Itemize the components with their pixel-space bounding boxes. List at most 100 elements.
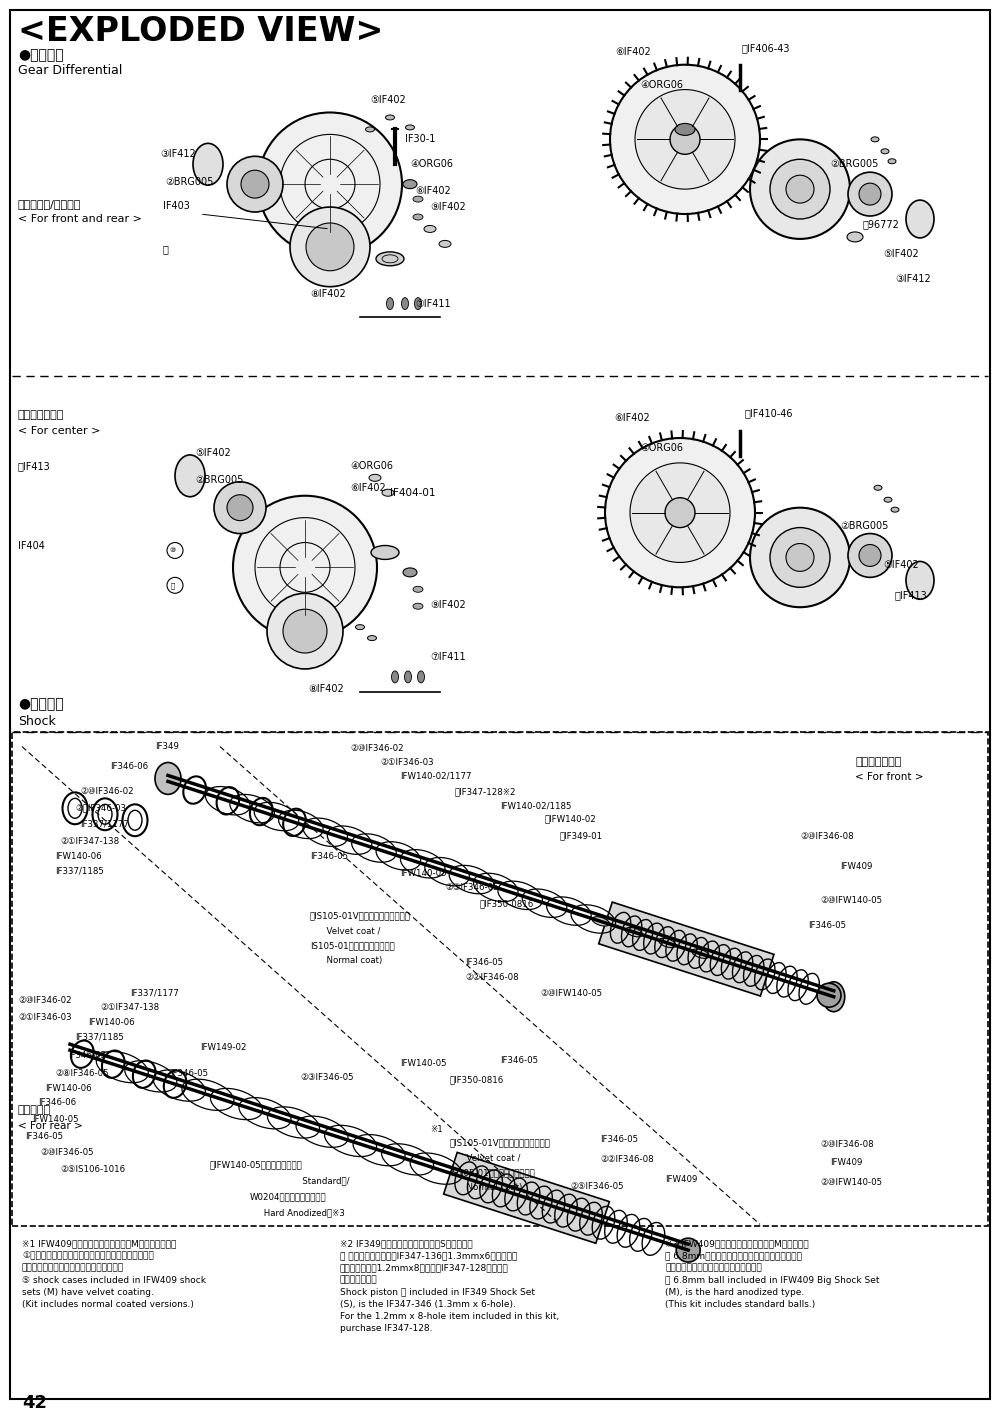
Ellipse shape [175, 454, 205, 497]
Text: ②①IF346-03: ②①IF346-03 [18, 1013, 72, 1022]
Text: ②⑧IF346-05: ②⑧IF346-05 [55, 1068, 109, 1078]
Text: ※2 IF349のビッグダンパーセットSに含まれる
⑭ ダンパーピストンはIF347-136（1.3mmx6穴）です。
本キット標準の1.2mmx8穴は別途IF: ※2 IF349のビッグダンパーセットSに含まれる ⑭ ダンパーピストンはIF3… [340, 1240, 559, 1333]
Text: ②BRG005: ②BRG005 [195, 475, 243, 485]
Text: Gear Differential: Gear Differential [18, 64, 122, 76]
Text: ②⑩IF346-02: ②⑩IF346-02 [18, 996, 72, 1005]
Circle shape [750, 508, 850, 607]
Text: IF30-1: IF30-1 [405, 134, 435, 144]
Text: ③IF412: ③IF412 [895, 273, 931, 284]
Text: ②⑩IF346-02: ②⑩IF346-02 [80, 787, 134, 795]
Circle shape [267, 593, 343, 669]
Circle shape [770, 160, 830, 219]
Text: IFW140-05: IFW140-05 [32, 1115, 79, 1125]
Ellipse shape [404, 671, 412, 683]
Text: ⑪IF413: ⑪IF413 [895, 590, 928, 600]
Text: ②③IF346-05: ②③IF346-05 [445, 883, 499, 893]
Circle shape [214, 481, 266, 533]
Ellipse shape [368, 635, 376, 641]
Text: IF349: IF349 [155, 741, 179, 751]
Text: ⑬: ⑬ [163, 243, 169, 253]
Ellipse shape [386, 115, 394, 120]
Ellipse shape [413, 586, 423, 593]
Text: ⑩: ⑩ [170, 548, 176, 553]
Ellipse shape [371, 546, 399, 559]
Ellipse shape [415, 297, 422, 310]
Circle shape [859, 545, 881, 566]
Text: IFW140-06: IFW140-06 [55, 852, 102, 860]
Text: < For center >: < For center > [18, 426, 100, 436]
Circle shape [635, 89, 735, 190]
Text: ＜フロント用＞: ＜フロント用＞ [855, 757, 901, 767]
Text: Standard）/: Standard）/ [250, 1176, 350, 1186]
Ellipse shape [413, 603, 423, 610]
Circle shape [258, 112, 402, 256]
Text: ⑳IF350-0816: ⑳IF350-0816 [480, 900, 534, 908]
Text: IFW149-02: IFW149-02 [200, 1043, 246, 1051]
Text: ②⑩IF346-02: ②⑩IF346-02 [350, 744, 404, 753]
Text: ＜フロント/リヤ用＞: ＜フロント/リヤ用＞ [18, 200, 81, 209]
Text: ⑫IFW140-02: ⑫IFW140-02 [545, 815, 597, 824]
Circle shape [848, 173, 892, 216]
Ellipse shape [413, 214, 423, 219]
FancyBboxPatch shape [12, 732, 988, 1227]
Text: ⑯IS105-01V（ベルベットコート）: ⑯IS105-01V（ベルベットコート） [450, 1138, 551, 1148]
Text: IF346-05: IF346-05 [600, 1135, 638, 1145]
Text: ●デフギヤ: ●デフギヤ [18, 48, 64, 62]
Text: ※3 IFW409のビッグダンパーセットMに含まれる
⑬ 6.8mmボールはハードアルマイトタイプです。
（本キット標準はスタンダードです。）
⑬ 6.8mm : ※3 IFW409のビッグダンパーセットMに含まれる ⑬ 6.8mmボールはハー… [665, 1240, 880, 1309]
Ellipse shape [406, 125, 415, 130]
Text: IF337/1185: IF337/1185 [75, 1033, 124, 1041]
Text: ②⑤IF346-05: ②⑤IF346-05 [570, 1182, 624, 1191]
Text: ③IF412: ③IF412 [160, 150, 196, 160]
Ellipse shape [382, 490, 394, 497]
Text: < For front and rear >: < For front and rear > [18, 214, 142, 224]
Text: ②⑪IF346-03: ②⑪IF346-03 [75, 804, 126, 812]
Circle shape [670, 125, 700, 154]
Text: IS105-01（ノーマルコート）: IS105-01（ノーマルコート） [310, 941, 395, 949]
Ellipse shape [891, 507, 899, 512]
Text: ④ORG06: ④ORG06 [350, 461, 393, 471]
Ellipse shape [392, 671, 398, 683]
Text: Shock: Shock [18, 715, 56, 727]
Text: ⑤IF402: ⑤IF402 [883, 249, 919, 259]
Text: ⑥IF402: ⑥IF402 [415, 187, 451, 197]
Text: ②③IF346-05: ②③IF346-05 [300, 1073, 354, 1081]
Text: ②①IF347-138: ②①IF347-138 [60, 836, 119, 846]
Text: < For rear >: < For rear > [18, 1121, 83, 1131]
Ellipse shape [625, 927, 643, 937]
Ellipse shape [881, 149, 889, 154]
Text: IF346-05: IF346-05 [68, 1051, 106, 1060]
Text: IFW140-02/1177: IFW140-02/1177 [400, 773, 472, 781]
Ellipse shape [592, 917, 609, 925]
Text: IS105-01（ノーマルコート）: IS105-01（ノーマルコート） [450, 1169, 535, 1177]
Ellipse shape [692, 949, 709, 958]
Text: <EXPLODED VIEW>: <EXPLODED VIEW> [18, 16, 383, 48]
Ellipse shape [369, 474, 381, 481]
Ellipse shape [659, 938, 676, 948]
Ellipse shape [906, 562, 934, 600]
Text: ＜センター用＞: ＜センター用＞ [18, 410, 64, 420]
Ellipse shape [888, 158, 896, 164]
Circle shape [665, 498, 695, 528]
Text: IFW140-06: IFW140-06 [88, 1017, 135, 1027]
Circle shape [750, 139, 850, 239]
Text: ②⑩IFW140-05: ②⑩IFW140-05 [820, 896, 882, 906]
Text: IF337/1177: IF337/1177 [130, 989, 179, 998]
Text: ④ORG06: ④ORG06 [410, 160, 453, 170]
Text: IF346-05: IF346-05 [310, 852, 348, 860]
Polygon shape [599, 903, 774, 996]
Ellipse shape [376, 252, 404, 266]
Ellipse shape [439, 241, 451, 248]
Text: ④ORG06: ④ORG06 [640, 443, 683, 453]
Text: ※1 IFW409のビッグダンパーセットMに含まれます。
①のダンパーケースはベルベットコーティングです。
（本キット標準はノーマルコートです。）
⑤ shoc: ※1 IFW409のビッグダンパーセットMに含まれます。 ①のダンパーケースはベ… [22, 1240, 206, 1309]
Ellipse shape [424, 225, 436, 232]
Text: ②②IF346-08: ②②IF346-08 [600, 1155, 654, 1165]
Text: ④ORG06: ④ORG06 [640, 79, 683, 89]
Ellipse shape [675, 123, 695, 136]
Text: Normal coat): Normal coat) [310, 957, 382, 965]
Ellipse shape [356, 624, 364, 630]
Circle shape [283, 610, 327, 652]
Circle shape [817, 983, 841, 1007]
Text: ②⑩IF346-08: ②⑩IF346-08 [820, 1140, 874, 1149]
Text: ⑧IF402: ⑧IF402 [308, 683, 344, 693]
Text: ⑤IF402: ⑤IF402 [195, 449, 231, 458]
